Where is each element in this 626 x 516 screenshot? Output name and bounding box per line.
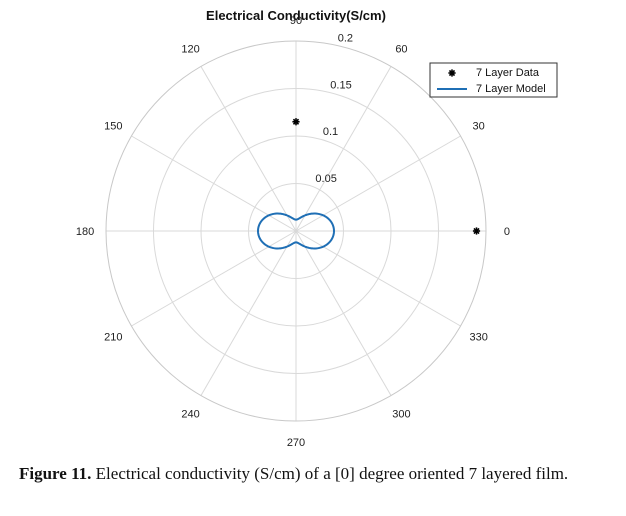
angle-tick-labels: 0 30 60 90 120 150 180 210 240 270 300 330 [76,15,510,449]
radius-tick-label: 0.1 [323,126,338,138]
legend-box [429,62,558,98]
angle-tick-label: 330 [469,331,487,343]
radius-tick-labels: 0.05 0.1 0.15 0.2 [315,32,353,185]
angle-tick-label: 240 [181,409,199,421]
figure-caption: Figure 11. Electrical conductivity (S/cm… [19,462,617,485]
figure-label: Figure 11. [19,464,92,483]
legend: 7 Layer Data 7 Layer Model [429,62,558,98]
polar-grid [105,40,487,422]
angle-tick-label: 90 [290,15,302,27]
series-line-7-layer-model [256,212,336,250]
radius-gridline [200,135,392,327]
figure-caption-text: Electrical conductivity (S/cm) of a [0] … [91,464,569,483]
data-point-7-layer-data [292,118,300,126]
angle-tick-label: 120 [181,43,199,55]
angle-tick-label: 0 [504,226,510,238]
angle-tick-label: 270 [287,437,305,449]
legend-label-data: 7 Layer Data [476,67,540,79]
angle-tick-label: 180 [76,226,94,238]
angle-tick-label: 30 [473,121,485,133]
angle-tick-label: 300 [392,409,410,421]
polar-chart: Electrical Conductivity(S/cm) 0 30 60 90 120… [76,8,558,449]
chart-title: Electrical Conductivity(S/cm) [206,8,386,23]
data-point-7-layer-data [472,227,481,235]
radius-tick-label: 0.2 [338,32,353,44]
legend-data-marker-icon [448,69,456,77]
angle-tick-label: 210 [104,331,122,343]
radius-gridline [153,88,439,374]
radius-gridline [105,40,487,422]
legend-label-model: 7 Layer Model [476,83,546,95]
radius-tick-label: 0.15 [330,79,351,91]
series-layer [256,118,481,250]
angle-tick-label: 150 [104,121,122,133]
angle-tick-label: 60 [395,43,407,55]
radius-gridline [248,183,344,279]
radius-tick-label: 0.05 [315,173,336,185]
legend-asterisk-icon [448,69,456,77]
